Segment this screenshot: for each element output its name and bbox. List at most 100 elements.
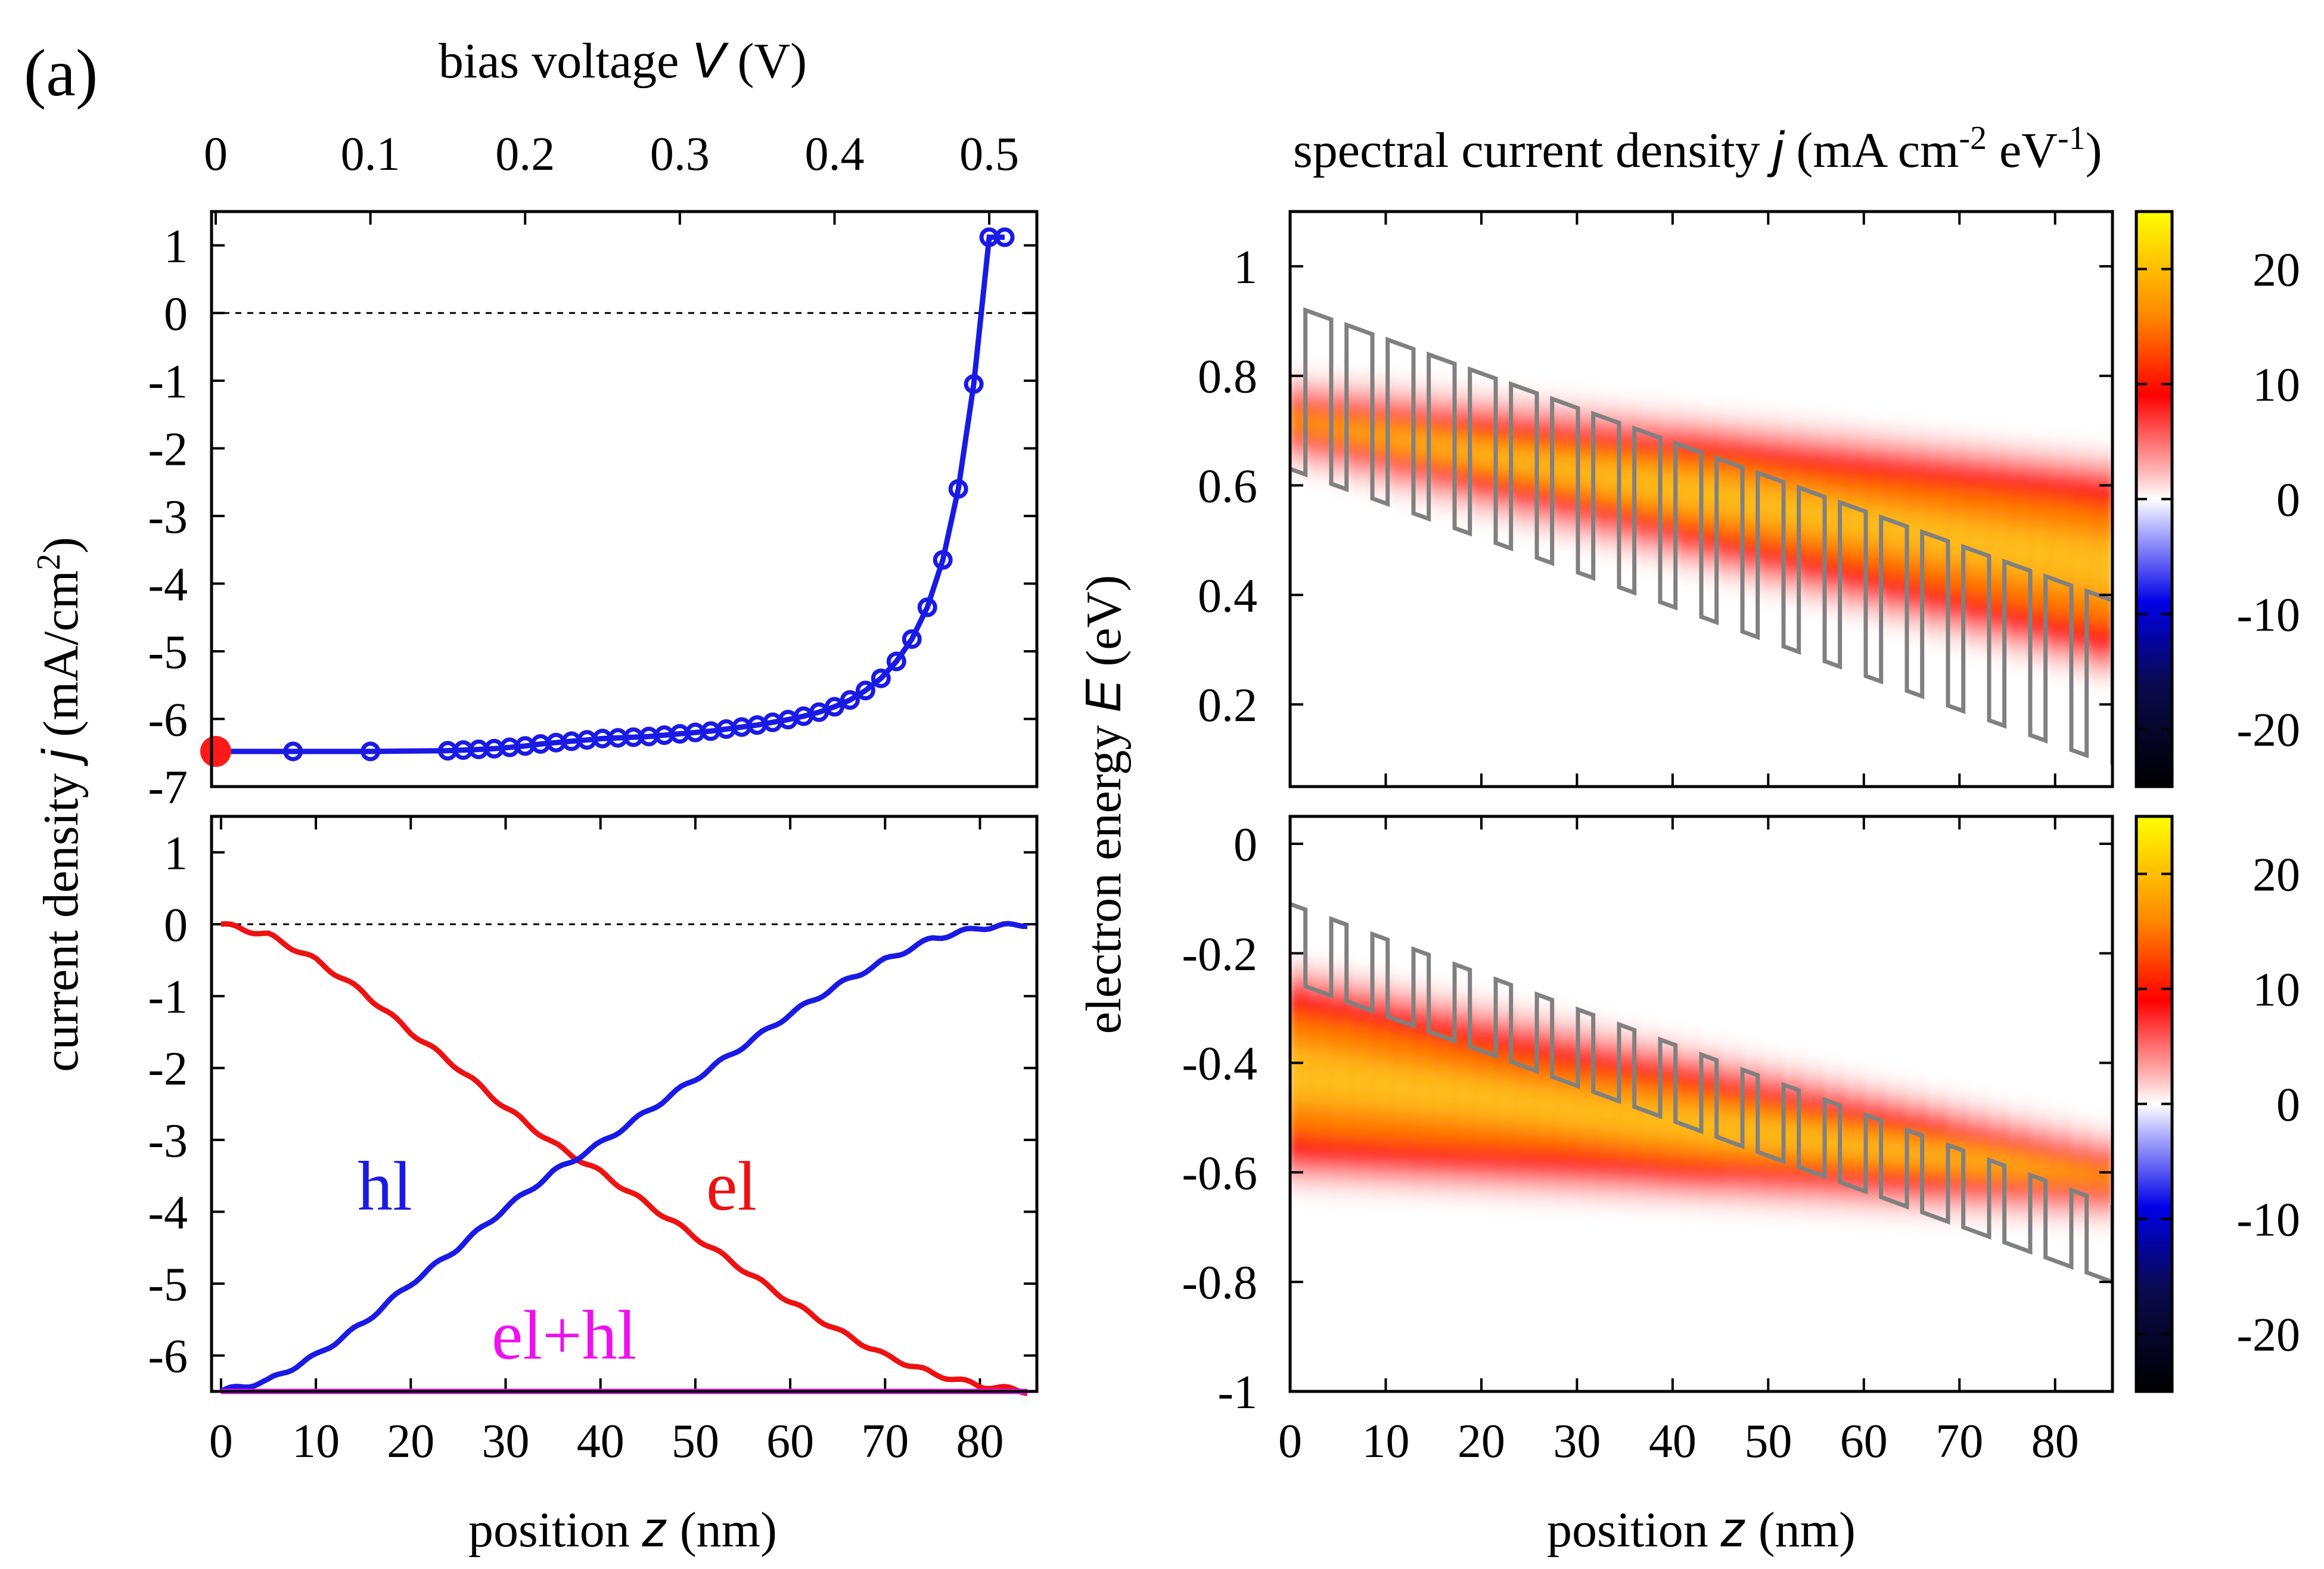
spectral-top-frame — [1288, 210, 2114, 788]
heat-stripe — [1927, 1114, 1949, 1121]
heat-stripe — [1844, 499, 1866, 505]
heat-stripe — [1556, 1086, 1579, 1093]
spectral-top-heatmap — [1290, 374, 2112, 680]
heat-stripe — [1598, 1073, 1620, 1079]
heat-stripe — [1392, 1065, 1414, 1072]
heat-stripe — [1947, 1155, 1969, 1161]
heat-stripe — [1927, 514, 1949, 520]
y-tick-label: -6 — [148, 694, 188, 746]
heat-stripe — [1885, 526, 1907, 532]
heat-stripe — [1433, 1090, 1455, 1096]
heat-stripe — [1577, 1089, 1599, 1096]
heat-stripe — [1392, 1027, 1414, 1034]
heat-stripe — [1331, 1039, 1353, 1045]
colorbar-tick-label: -10 — [2236, 589, 2300, 642]
y-tick-label: -7 — [148, 762, 188, 814]
heat-stripe — [2050, 613, 2072, 619]
colorbar-tick-label: -20 — [2236, 1309, 2300, 1362]
heat-stripe — [1680, 1141, 1702, 1147]
heat-stripe — [1783, 449, 1805, 456]
heat-stripe — [1618, 477, 1641, 484]
heat-stripe — [1536, 462, 1558, 469]
heat-stripe — [2050, 594, 2072, 600]
heat-stripe — [2030, 532, 2052, 539]
heat-stripe — [1331, 1020, 1353, 1026]
heat-stripe — [1762, 542, 1784, 548]
heat-stripe — [1392, 1123, 1414, 1130]
top-tick-label: 0.1 — [341, 128, 400, 181]
heat-stripe — [1701, 1105, 1723, 1111]
y-tick-label: 0.4 — [1198, 570, 1257, 622]
heat-stripe — [1474, 413, 1496, 420]
heat-stripe — [1989, 563, 2011, 570]
heat-stripe — [1413, 1068, 1435, 1075]
heat-stripe — [1618, 1171, 1641, 1177]
heat-stripe — [1742, 1129, 1764, 1136]
heat-stripe — [1680, 546, 1702, 552]
heat-stripe — [1454, 1093, 1476, 1099]
heat-stripe — [1844, 1161, 1866, 1168]
y-tick-label: -0.6 — [1182, 1147, 1257, 1200]
heat-stripe — [1824, 514, 1846, 521]
heat-stripe — [2071, 597, 2093, 604]
heat-stripe — [1680, 527, 1702, 533]
position-current-x-ticks: 0 10 20 30 40 50 60 70 80 — [209, 816, 1003, 1468]
x-tick-label: 0 — [1278, 1415, 1302, 1468]
heat-stripe — [1660, 523, 1682, 530]
heat-stripe — [1783, 1115, 1805, 1121]
el-label: el — [706, 1147, 757, 1225]
heat-stripe — [2091, 543, 2112, 550]
heat-stripe — [2071, 616, 2093, 623]
x-tick-label: 20 — [1458, 1415, 1505, 1468]
heat-stripe — [1536, 1161, 1558, 1167]
heat-stripe — [1577, 1051, 1599, 1057]
heat-stripe — [1824, 1139, 1846, 1146]
heat-stripe — [1865, 464, 1887, 471]
heat-stripe — [1474, 1076, 1496, 1083]
heat-stripe — [2009, 1163, 2031, 1169]
top-tick-label: 0 — [204, 128, 228, 181]
heat-stripe — [1536, 1103, 1558, 1110]
heat-stripe — [1639, 1097, 1661, 1104]
heat-stripe — [1885, 507, 1907, 513]
heat-stripe — [1906, 471, 1928, 478]
heat-stripe — [1639, 1135, 1661, 1142]
heat-stripe — [1844, 461, 1866, 467]
x-tick-label: 70 — [861, 1415, 909, 1468]
heat-stripe — [2071, 1171, 2093, 1177]
heat-stripe — [2050, 1149, 2072, 1155]
heat-stripe — [2009, 529, 2031, 535]
heat-stripe — [1331, 425, 1353, 432]
heat-stripe — [2050, 498, 2072, 504]
heat-stripe — [1495, 455, 1517, 462]
heat-stripe — [1515, 1139, 1537, 1145]
spectral-bottom-frame — [1288, 815, 2114, 1393]
heat-stripe — [1351, 410, 1373, 417]
heat-stripe — [1803, 568, 1825, 574]
heat-stripe — [1701, 434, 1723, 441]
heat-stripe — [1762, 523, 1784, 529]
heat-stripe — [1495, 417, 1517, 424]
heat-stripe — [2030, 590, 2052, 596]
heat-stripe — [1639, 1173, 1661, 1180]
heat-stripe — [1372, 1120, 1394, 1127]
heat-stripe — [1474, 1133, 1496, 1140]
heat-stripe — [1783, 564, 1805, 571]
heat-stripe — [1968, 502, 1990, 508]
heat-stripe — [1577, 1166, 1599, 1172]
heat-stripe — [1968, 483, 1990, 489]
heat-stripe — [1474, 1057, 1496, 1064]
y-tick-label: -2 — [148, 423, 188, 476]
heat-stripe — [1536, 1122, 1558, 1129]
heat-stripe — [1906, 491, 1928, 498]
heat-stripe — [1824, 552, 1846, 559]
heat-stripe — [1598, 512, 1620, 518]
heat-stripe — [1310, 403, 1332, 409]
y-tick-label: -3 — [148, 1115, 188, 1167]
heat-stripe — [1803, 1175, 1825, 1182]
heat-stripe — [1618, 458, 1641, 465]
heat-stripe — [1968, 1139, 1990, 1145]
heat-stripe — [1495, 493, 1517, 500]
heat-stripe — [2091, 505, 2112, 511]
heat-stripe — [1680, 1121, 1702, 1128]
